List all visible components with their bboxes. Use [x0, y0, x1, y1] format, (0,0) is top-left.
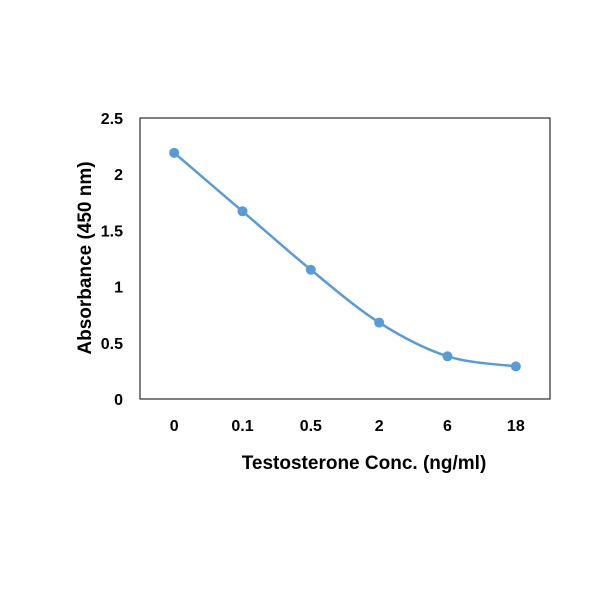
series-line	[172, 151, 518, 368]
plot-frame	[139, 117, 551, 400]
y-tick-label: 0	[114, 392, 123, 409]
y-axis-ticks: 0 0.5 1 1.5 2 2.5	[101, 111, 123, 409]
x-axis-ticks: 0 0.1 0.5 2 6 18	[170, 418, 525, 435]
y-tick-label: 1.5	[101, 223, 123, 240]
x-axis-title: Testosterone Conc. (ng/ml)	[242, 453, 487, 474]
data-point	[510, 361, 521, 372]
x-tick-label: 18	[507, 418, 525, 435]
y-tick-label: 2	[114, 167, 123, 184]
x-tick-label: 2	[375, 418, 384, 435]
series-layer	[169, 147, 521, 372]
x-tick-label: 0.1	[231, 418, 253, 435]
y-tick-label: 0.5	[101, 336, 123, 353]
data-point	[374, 317, 385, 328]
x-tick-label: 6	[443, 418, 452, 435]
y-tick-label: 1	[114, 280, 123, 297]
y-axis-title: Absorbance (450 nm)	[75, 161, 96, 354]
data-point	[442, 351, 453, 362]
data-point	[169, 147, 180, 158]
x-tick-label: 0	[170, 418, 179, 435]
data-point	[237, 206, 248, 217]
data-point	[305, 264, 316, 275]
y-tick-label: 2.5	[101, 111, 123, 128]
x-tick-label: 0.5	[300, 418, 322, 435]
